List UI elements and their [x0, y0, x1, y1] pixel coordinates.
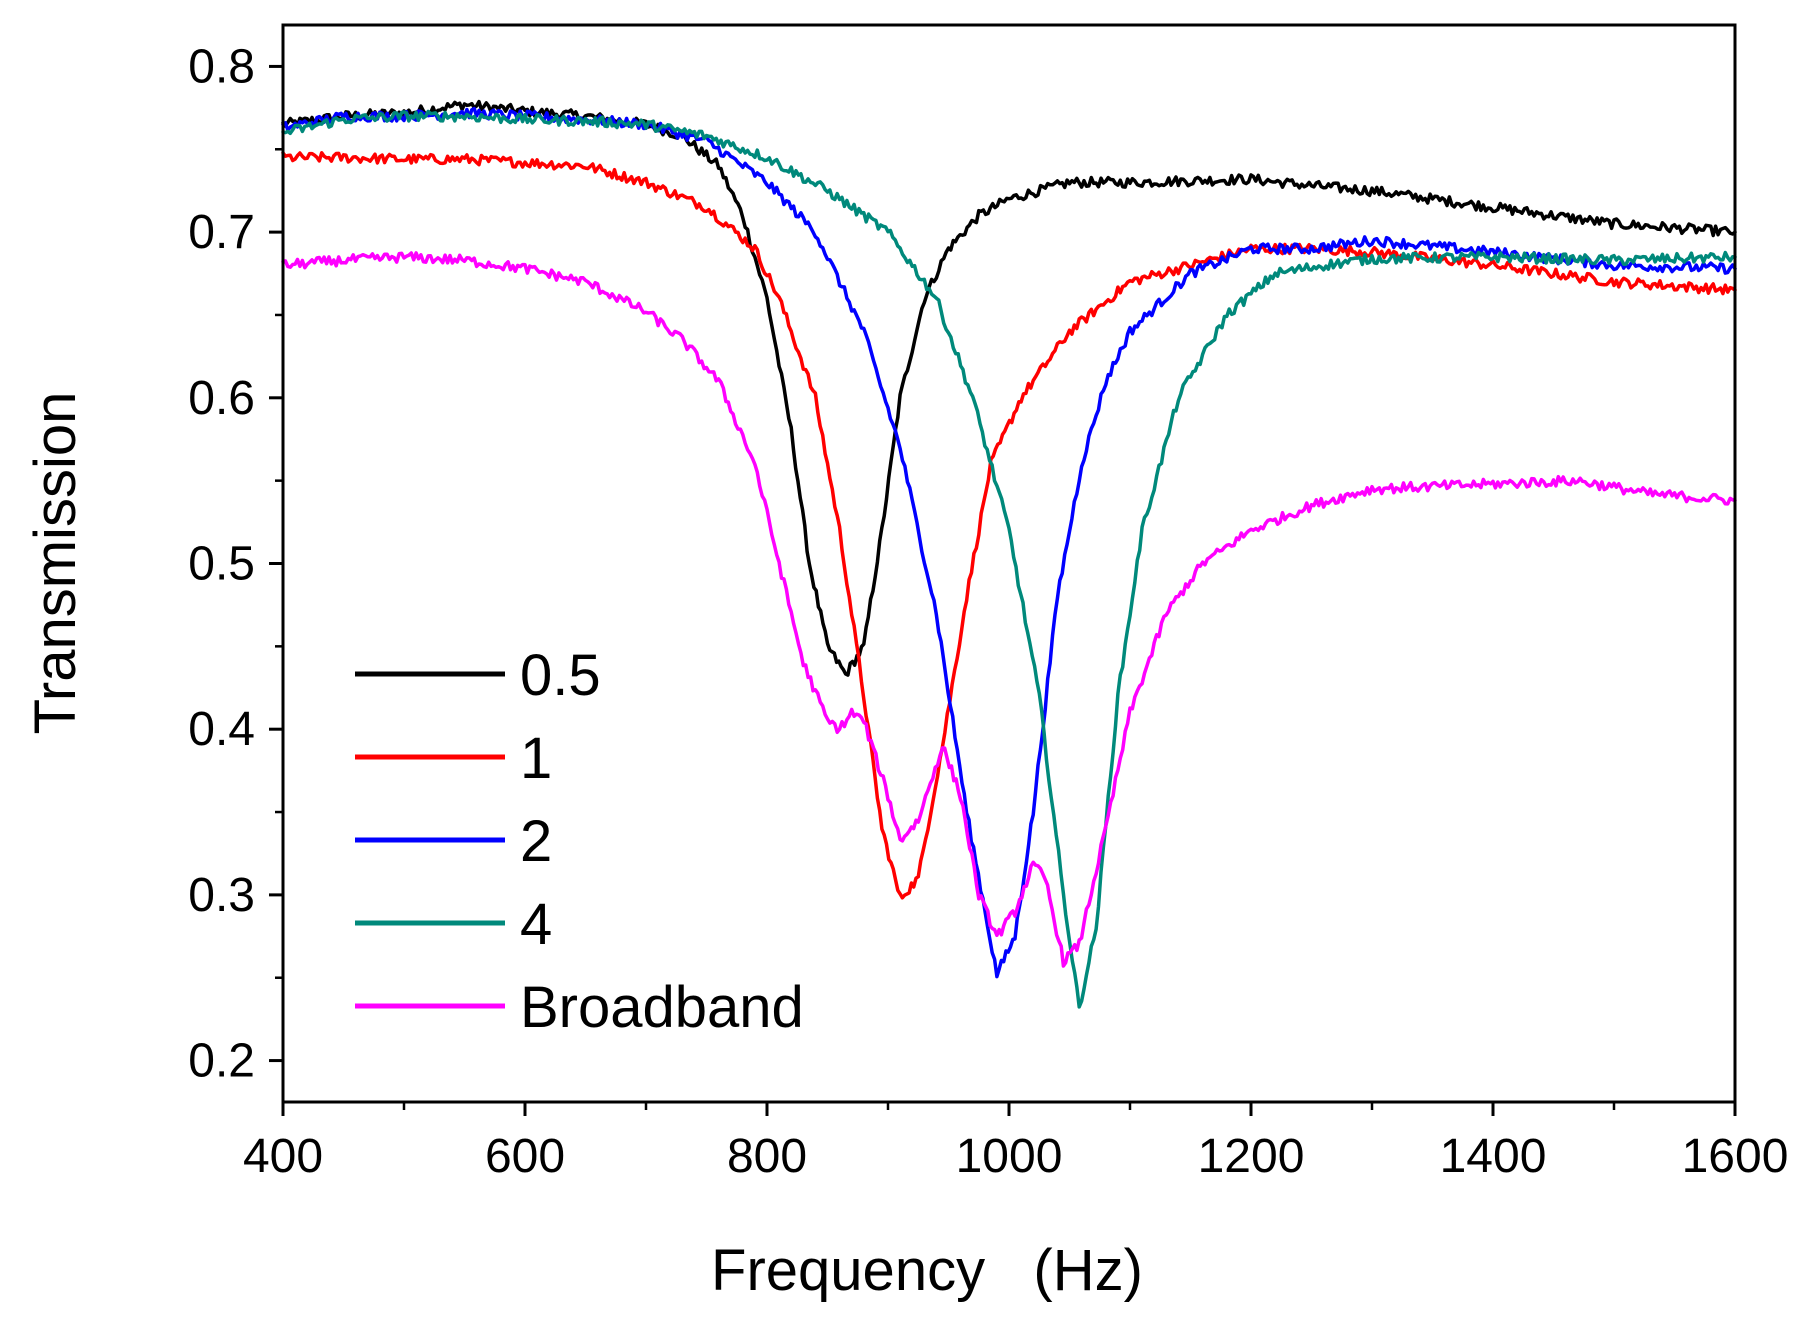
legend-label-4: Broadband	[520, 975, 804, 1040]
x-axis-title: Frequency (Hz)	[711, 1238, 1143, 1303]
y-tick-label-5: 0.7	[188, 206, 255, 259]
series-line-1	[281, 151, 1737, 900]
y-tick-label-1: 0.3	[188, 869, 255, 922]
x-tick-label-4: 1200	[1198, 1130, 1305, 1183]
x-tick-label-2: 800	[727, 1130, 807, 1183]
y-tick-label-4: 0.6	[188, 372, 255, 425]
y-tick-label-2: 0.4	[188, 703, 255, 756]
ticks-layer: 400 600 800 1000 1200 1400 1600 0.2 0.3 0.4 0.5 0.6…	[188, 40, 1788, 1183]
x-tick-label-1: 600	[485, 1130, 565, 1183]
y-tick-label-0: 0.2	[188, 1035, 255, 1088]
x-tick-label-3: 1000	[956, 1130, 1063, 1183]
y-tick-label-3: 0.5	[188, 538, 255, 591]
series-line-2	[281, 106, 1737, 979]
x-tick-label-5: 1400	[1440, 1130, 1547, 1183]
x-tick-label-0: 400	[243, 1130, 323, 1183]
series-layer	[281, 99, 1737, 1009]
legend-label-3: 4	[520, 892, 552, 957]
series-line-3	[281, 109, 1737, 1009]
legend-label-1: 1	[520, 726, 552, 791]
legend: 0.5 1 2 4 Broadband	[355, 643, 804, 1040]
y-axis-title: Transmission	[23, 392, 88, 735]
y-tick-label-6: 0.8	[188, 40, 255, 93]
series-line-0	[281, 99, 1737, 677]
plot-frame	[281, 23, 1737, 1104]
legend-label-2: 2	[520, 809, 552, 874]
x-tick-label-6: 1600	[1682, 1130, 1789, 1183]
series-line-4	[281, 251, 1737, 968]
legend-label-0: 0.5	[520, 643, 601, 708]
